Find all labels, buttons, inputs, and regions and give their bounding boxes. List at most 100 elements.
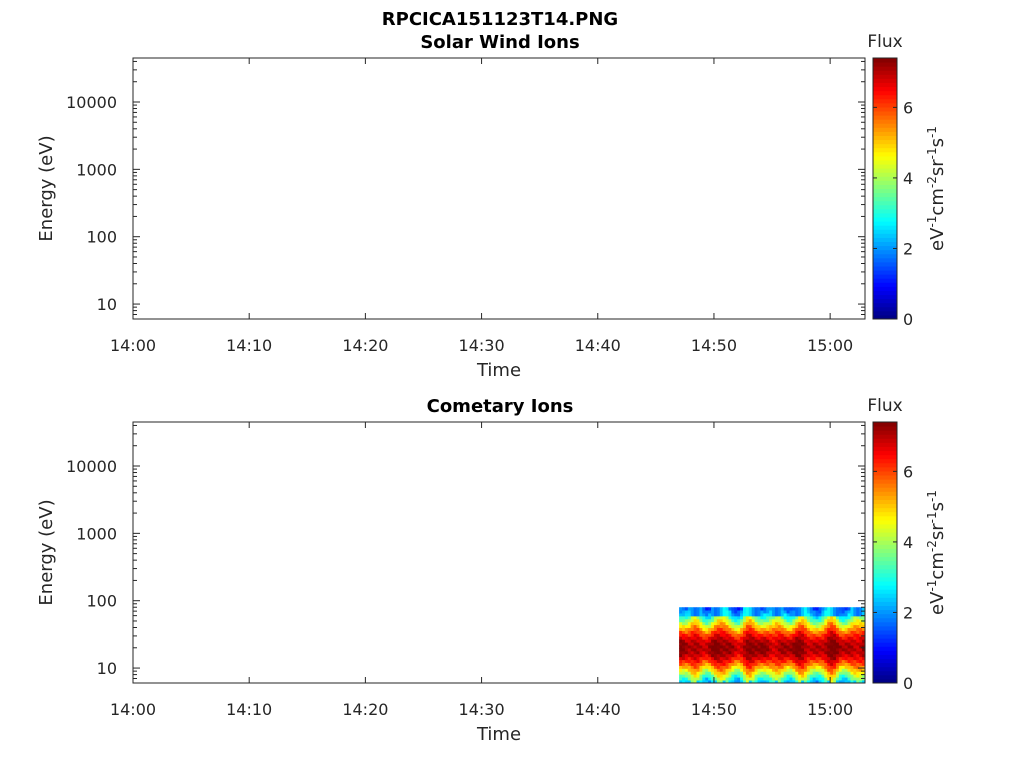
heatmap-cell [719, 674, 724, 678]
heatmap-cell [705, 653, 709, 658]
heatmap-cell [760, 671, 764, 675]
heatmap-cell [783, 668, 787, 672]
heatmap-cell [722, 627, 726, 631]
heatmap-cell [740, 680, 744, 684]
heatmap-cell [725, 656, 729, 661]
heatmap-cell [745, 610, 750, 614]
heatmap-cell [682, 618, 686, 623]
heatmap-cell [833, 642, 837, 646]
colorbar-step [873, 123, 897, 128]
heatmap-cell [760, 650, 764, 655]
colorbar-step [873, 302, 897, 308]
heatmap-cell [682, 680, 686, 684]
heatmap-cell [772, 674, 776, 678]
heatmap-cell [795, 615, 799, 620]
heatmap-cell [679, 680, 683, 684]
heatmap-cell [850, 630, 854, 634]
heatmap-cell [838, 613, 843, 617]
heatmap-cell [690, 636, 695, 640]
heatmap-cell [835, 633, 840, 637]
heatmap-cell [818, 618, 822, 623]
heatmap-cell [708, 668, 712, 672]
heatmap-cell [763, 653, 767, 658]
heatmap-cell [690, 662, 695, 666]
heatmap-cell [859, 610, 863, 614]
heatmap-cell [818, 627, 822, 631]
heatmap-cell [725, 668, 729, 672]
heatmap-cell [789, 656, 793, 661]
heatmap-cell [806, 677, 811, 681]
heatmap-cell [757, 607, 761, 611]
heatmap-cell [725, 674, 729, 678]
heatmap-cell [774, 639, 779, 643]
heatmap-cell [830, 650, 834, 655]
heatmap-cell [754, 607, 758, 611]
heatmap-cell [821, 645, 825, 649]
colorbar-step [873, 589, 897, 594]
heatmap-cell [711, 659, 715, 663]
heatmap-cell [859, 680, 863, 684]
heatmap-cell [806, 630, 811, 634]
heatmap-cell [748, 645, 753, 649]
heatmap-cell [812, 624, 817, 629]
heatmap-cell [684, 665, 689, 669]
heatmap-cell [687, 624, 692, 629]
heatmap-cell [801, 618, 805, 623]
heatmap-cell [792, 656, 796, 661]
heatmap-cell [687, 668, 692, 672]
heatmap-cell [731, 677, 735, 681]
heatmap-cell [804, 636, 808, 640]
heatmap-cell [731, 633, 735, 637]
heatmap-cell [713, 650, 718, 655]
heatmap-cell [731, 645, 735, 649]
heatmap-cell [850, 650, 854, 655]
heatmap-cell [751, 610, 756, 614]
heatmap-cell [713, 615, 718, 620]
heatmap-cell [844, 636, 848, 640]
heatmap-cell [830, 607, 834, 611]
heatmap-cell [847, 627, 851, 631]
heatmap-cell [774, 621, 779, 626]
heatmap-cell [713, 642, 718, 646]
heatmap-cell [711, 636, 715, 640]
heatmap-cell [809, 636, 814, 640]
heatmap-cell [795, 674, 799, 678]
heatmap-cell [702, 668, 706, 672]
heatmap-cell [737, 636, 741, 640]
heatmap-cell [754, 650, 758, 655]
heatmap-cell [696, 639, 700, 643]
heatmap-cell [690, 668, 695, 672]
heatmap-cell [841, 645, 846, 649]
colorbar-unit-base: s [927, 138, 948, 147]
heatmap-cell [856, 677, 860, 681]
heatmap-cell [841, 648, 846, 652]
figure-title: RPCICA151123T14.PNG [382, 9, 618, 30]
heatmap-cell [812, 615, 817, 620]
heatmap-cell [769, 613, 773, 617]
heatmap-cell [705, 624, 709, 629]
heatmap-cell [859, 624, 863, 629]
heatmap-cell [780, 671, 785, 675]
heatmap-cell [850, 624, 854, 629]
colorbar-step [873, 544, 897, 549]
colorbar-step [873, 233, 897, 238]
heatmap-cell [786, 645, 790, 649]
colorbar-step [873, 164, 897, 169]
colorbar-step [873, 466, 897, 472]
heatmap-cell [693, 662, 697, 666]
heatmap-cell [740, 621, 744, 626]
heatmap-cell [679, 621, 683, 626]
heatmap-cell [696, 645, 700, 649]
heatmap-cell [847, 642, 851, 646]
heatmap-cell [798, 650, 802, 655]
heatmap-cell [801, 627, 805, 631]
heatmap-cell [705, 680, 709, 684]
heatmap-cell [748, 665, 753, 669]
heatmap-cell [835, 656, 840, 661]
heatmap-cell [835, 627, 840, 631]
heatmap-cell [719, 677, 724, 681]
heatmap-cell [679, 630, 683, 634]
heatmap-cell [751, 674, 756, 678]
heatmap-cell [830, 642, 834, 646]
heatmap-cell [862, 633, 866, 637]
